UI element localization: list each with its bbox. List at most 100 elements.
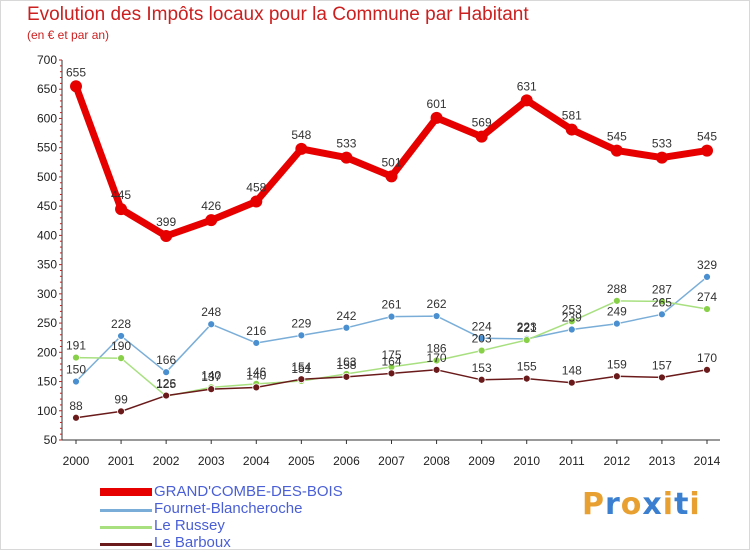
data-point (658, 297, 666, 306)
x-tick-label: 2004 (243, 454, 270, 468)
data-label: 170 (697, 351, 717, 365)
data-point (701, 144, 713, 157)
legend-swatch (100, 488, 152, 496)
data-point (162, 368, 171, 377)
y-tick-label: 450 (37, 199, 57, 213)
data-label: 163 (336, 355, 356, 369)
data-label: 265 (652, 295, 672, 309)
data-point (72, 353, 80, 362)
data-label: 170 (427, 351, 447, 365)
data-label: 223 (517, 320, 537, 334)
data-point (252, 383, 261, 392)
data-label: 140 (201, 368, 221, 382)
data-label: 126 (156, 377, 176, 391)
proxiti-logo: Proxiti (582, 487, 701, 522)
data-point (655, 151, 668, 164)
data-label: 191 (66, 339, 86, 353)
x-tick-label: 2012 (604, 454, 631, 468)
data-label: 148 (562, 364, 582, 378)
data-label: 151 (291, 362, 311, 376)
data-point (658, 373, 666, 382)
data-point (430, 111, 443, 124)
legend-label: Le Russey (154, 517, 225, 534)
data-point (72, 413, 80, 422)
x-tick-label: 2010 (513, 454, 540, 468)
data-label: 155 (517, 360, 537, 374)
data-point (117, 332, 125, 340)
data-label: 631 (517, 79, 537, 93)
y-tick-label: 150 (37, 375, 57, 389)
data-point (160, 229, 173, 242)
data-point (703, 365, 711, 374)
data-label: 99 (114, 392, 128, 406)
data-label: 261 (381, 298, 401, 312)
data-point (477, 375, 486, 384)
brand-letter: o (620, 487, 643, 522)
data-point (432, 356, 441, 365)
data-point (117, 354, 125, 363)
brand-letter: P (582, 487, 605, 522)
data-label: 228 (111, 317, 131, 331)
data-point (117, 407, 125, 416)
brand-letter: i (662, 487, 675, 522)
legend-label: Le Barboux (154, 534, 231, 551)
data-label: 229 (291, 316, 311, 330)
y-tick-label: 500 (37, 170, 57, 184)
data-label: 533 (652, 137, 672, 151)
y-tick-label: 550 (37, 141, 57, 155)
data-label: 262 (427, 297, 447, 311)
x-tick-label: 2000 (63, 454, 90, 468)
data-point (295, 142, 308, 155)
x-tick-label: 2008 (423, 454, 450, 468)
data-label: 545 (697, 130, 717, 144)
data-label: 288 (607, 282, 627, 296)
data-label: 175 (381, 348, 401, 362)
data-point (340, 151, 353, 164)
data-label: 221 (517, 321, 537, 335)
y-tick-label: 100 (37, 404, 57, 418)
data-label: 146 (246, 365, 266, 379)
data-point (522, 374, 531, 383)
data-label: 545 (607, 130, 627, 144)
chart-subtitle: (en € et par an) (27, 28, 110, 42)
x-tick-label: 2001 (108, 454, 135, 468)
data-label: 399 (156, 215, 176, 229)
data-label: 274 (697, 290, 717, 304)
data-point (565, 123, 578, 136)
legend-swatch (100, 509, 152, 512)
data-label: 158 (336, 358, 356, 372)
data-point (207, 320, 216, 329)
chart-title: Evolution des Impôts locaux pour la Comm… (27, 4, 529, 25)
data-label: 140 (246, 368, 266, 382)
y-tick-label: 600 (37, 111, 57, 125)
x-tick-label: 2005 (288, 454, 315, 468)
data-point (252, 339, 261, 347)
data-label: 242 (336, 309, 356, 323)
data-label: 164 (381, 354, 401, 368)
data-point (387, 312, 396, 321)
data-point (610, 144, 623, 157)
x-tick-label: 2013 (649, 454, 676, 468)
y-tick-label: 700 (37, 53, 57, 67)
data-label: 150 (66, 363, 86, 377)
data-point (612, 372, 621, 381)
brand-letter: t (674, 487, 690, 522)
y-tick-label: 200 (37, 345, 57, 359)
data-point (70, 80, 82, 93)
data-point (477, 346, 486, 355)
data-point (658, 310, 666, 319)
data-label: 159 (607, 357, 627, 371)
data-point (567, 325, 576, 334)
y-tick-label: 250 (37, 316, 57, 330)
data-point (612, 319, 621, 328)
data-point (567, 317, 576, 326)
data-label: 203 (472, 332, 492, 346)
data-point (342, 372, 351, 381)
data-label: 186 (427, 341, 447, 355)
data-point (567, 378, 576, 387)
x-tick-label: 2011 (559, 454, 585, 468)
data-point (297, 331, 306, 340)
data-label: 249 (607, 305, 627, 319)
data-label: 190 (111, 339, 131, 353)
